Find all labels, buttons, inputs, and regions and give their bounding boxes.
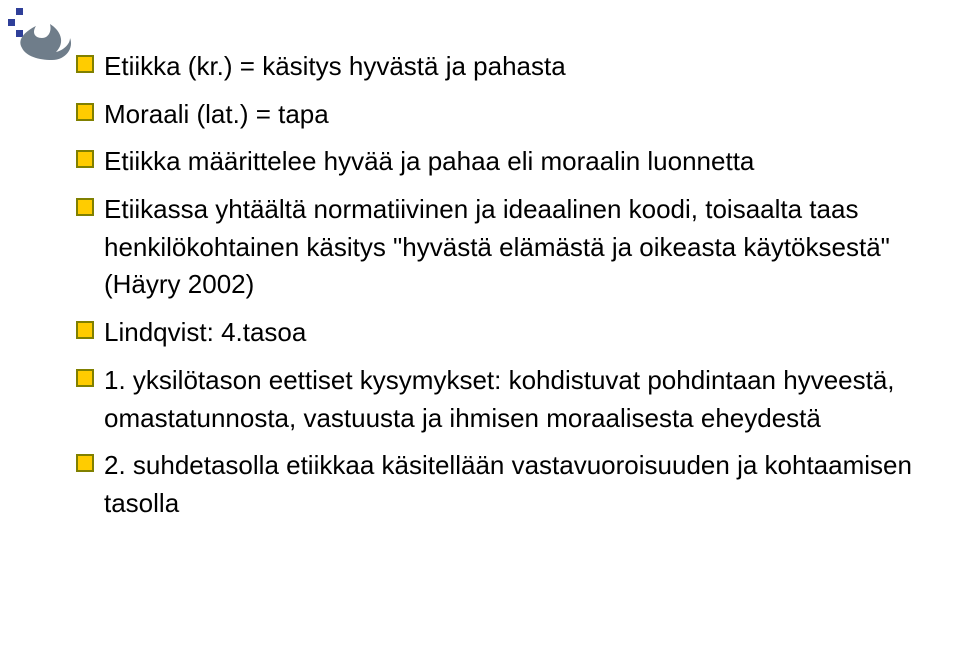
bullet-icon [76, 321, 94, 339]
list-item: Lindqvist: 4.tasoa [76, 314, 920, 352]
bullet-icon [76, 150, 94, 168]
list-item: Etiikassa yhtäältä normatiivinen ja idea… [76, 191, 920, 304]
list-item: Moraali (lat.) = tapa [76, 96, 920, 134]
list-item-text: Lindqvist: 4.tasoa [104, 314, 306, 352]
bullet-icon [76, 454, 94, 472]
list-item-text: Etiikka määrittelee hyvää ja pahaa eli m… [104, 143, 754, 181]
logo [8, 8, 78, 68]
bullet-icon [76, 55, 94, 73]
list-item-text: Moraali (lat.) = tapa [104, 96, 329, 134]
list-item-text: Etiikassa yhtäältä normatiivinen ja idea… [104, 191, 920, 304]
bullet-icon [76, 198, 94, 216]
bullet-list: Etiikka (kr.) = käsitys hyvästä ja pahas… [76, 48, 920, 533]
bullet-icon [76, 103, 94, 121]
list-item: Etiikka määrittelee hyvää ja pahaa eli m… [76, 143, 920, 181]
bullet-icon [76, 369, 94, 387]
list-item-text: 2. suhdetasolla etiikkaa käsitellään vas… [104, 447, 920, 522]
list-item-text: 1. yksilötason eettiset kysymykset: kohd… [104, 362, 920, 437]
list-item-text: Etiikka (kr.) = käsitys hyvästä ja pahas… [104, 48, 566, 86]
list-item: Etiikka (kr.) = käsitys hyvästä ja pahas… [76, 48, 920, 86]
list-item: 1. yksilötason eettiset kysymykset: kohd… [76, 362, 920, 437]
slide: Etiikka (kr.) = käsitys hyvästä ja pahas… [0, 0, 960, 659]
list-item: 2. suhdetasolla etiikkaa käsitellään vas… [76, 447, 920, 522]
